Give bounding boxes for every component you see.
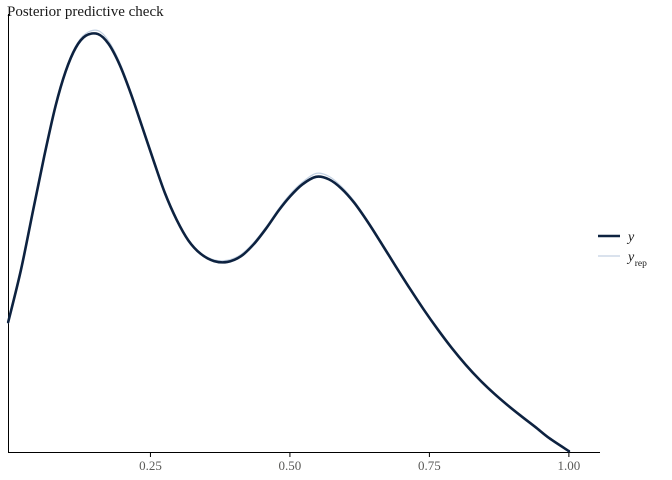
legend-label-base: y xyxy=(626,230,635,245)
x-tick-label: 0.25 xyxy=(139,458,162,473)
x-axis-tick-labels: 0.25 0.50 0.75 1.00 xyxy=(139,458,580,473)
legend-label-y_rep[interactable]: yrep xyxy=(626,250,647,269)
x-tick-label: 0.50 xyxy=(279,458,302,473)
density-curves xyxy=(6,29,571,453)
legend-label-y[interactable]: y xyxy=(626,230,635,245)
x-axis-tick-marks xyxy=(149,452,570,457)
density-curve-y_rep xyxy=(7,29,570,452)
density-curve-y xyxy=(6,32,571,453)
chart-title: Posterior predictive check xyxy=(7,4,164,20)
legend-label-subscript: rep xyxy=(635,259,647,269)
x-tick-label: 1.00 xyxy=(558,458,581,473)
x-tick-label: 0.75 xyxy=(418,458,441,473)
legend-label-base: y xyxy=(626,250,635,265)
